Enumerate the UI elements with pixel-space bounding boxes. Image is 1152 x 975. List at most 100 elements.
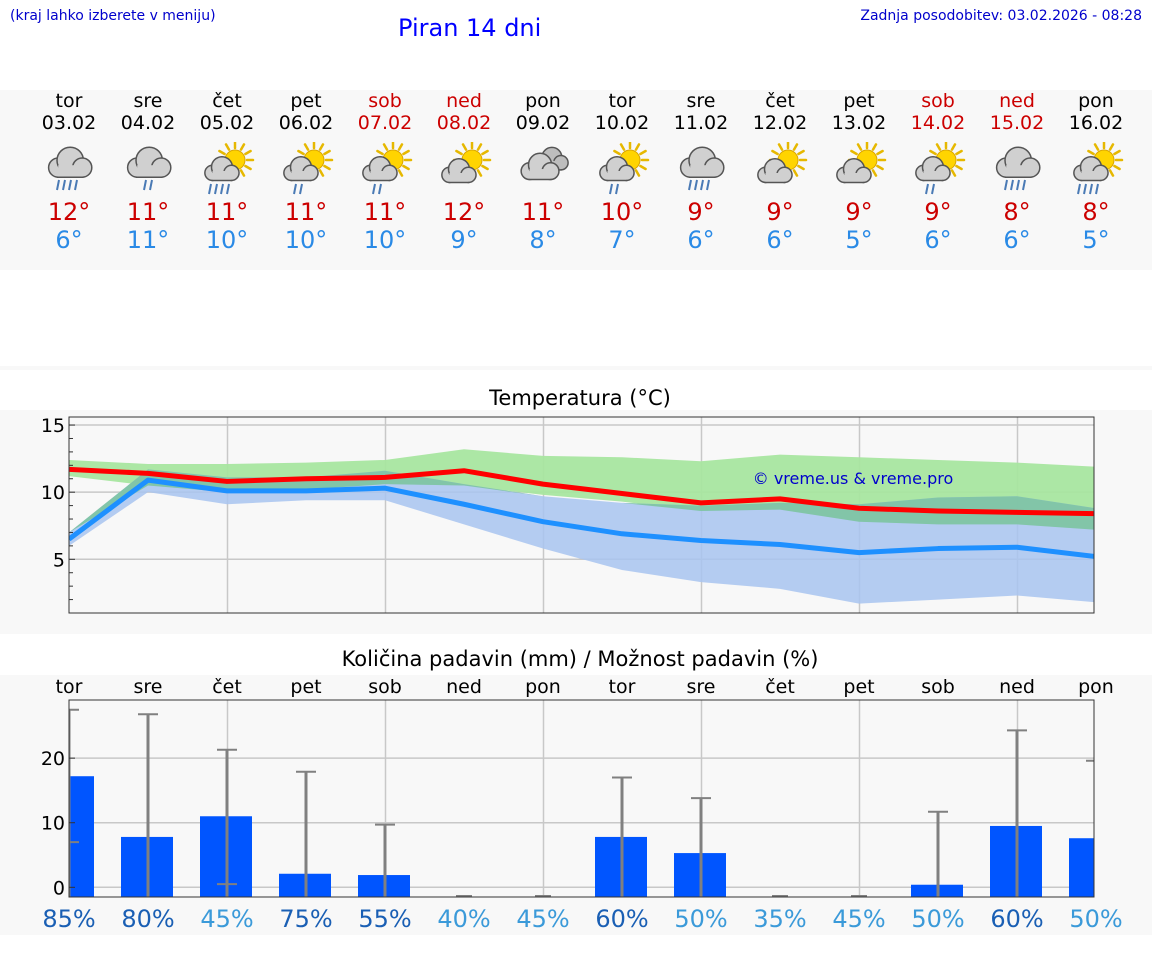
min-temperature-line bbox=[69, 477, 1094, 559]
min-temperature: 7° bbox=[608, 226, 636, 254]
day-column: pet 06.02 11° 10° bbox=[267, 90, 345, 254]
plot-frame bbox=[68, 699, 1095, 898]
min-temperature: 8° bbox=[529, 226, 557, 254]
precip-probability-label: 45% bbox=[200, 905, 253, 933]
precip-probability-label: 50% bbox=[1069, 905, 1122, 933]
min-temperature: 10° bbox=[205, 226, 249, 254]
day-date: 16.02 bbox=[1068, 112, 1124, 134]
day-date: 06.02 bbox=[278, 112, 334, 134]
min-temperature: 10° bbox=[363, 226, 407, 254]
day-date: 07.02 bbox=[357, 112, 413, 134]
day-column: sob 07.02 11° 10° bbox=[346, 90, 424, 254]
precip-probability-label: 75% bbox=[279, 905, 332, 933]
daily-forecast-band bbox=[0, 90, 1152, 270]
max-temperature: 9° bbox=[687, 198, 715, 226]
day-name: sob bbox=[368, 90, 402, 112]
x-category-label: sob bbox=[368, 676, 402, 698]
day-column: pet 13.02 9° 5° bbox=[820, 90, 898, 254]
x-category-label: pon bbox=[525, 676, 561, 698]
max-temperature: 11° bbox=[284, 198, 328, 226]
page-title: Piran 14 dni bbox=[398, 14, 542, 42]
day-column: sre 04.02 11° 11° bbox=[109, 90, 187, 254]
precip-bar bbox=[69, 776, 94, 897]
precip-probability-label: 35% bbox=[753, 905, 806, 933]
day-name: pet bbox=[843, 90, 875, 112]
day-column: pon 16.02 8° 5° bbox=[1057, 90, 1135, 254]
day-column: čet 05.02 11° 10° bbox=[188, 90, 266, 254]
min-temperature: 6° bbox=[55, 226, 83, 254]
day-date: 03.02 bbox=[41, 112, 97, 134]
x-category-label: tor bbox=[609, 676, 636, 698]
day-name: tor bbox=[55, 90, 83, 112]
day-name: pon bbox=[525, 90, 561, 112]
max-temperature-line bbox=[69, 466, 1094, 517]
day-date: 10.02 bbox=[594, 112, 650, 134]
max-temperature: 8° bbox=[1003, 198, 1031, 226]
min-temperature: 6° bbox=[687, 226, 715, 254]
day-column: tor 10.02 10° 7° bbox=[583, 90, 661, 254]
day-name: sre bbox=[133, 90, 163, 112]
day-date: 09.02 bbox=[515, 112, 571, 134]
min-temperature: 5° bbox=[845, 226, 873, 254]
precipitation-chart: tor sre čet pet sob ned pon tor sre čet pet sob ned p… bbox=[41, 676, 1123, 933]
watermark: © vreme.us & vreme.pro bbox=[753, 469, 954, 488]
precip-probability-label: 60% bbox=[990, 905, 1043, 933]
x-category-label: ned bbox=[999, 676, 1035, 698]
day-date: 14.02 bbox=[910, 112, 966, 134]
precip-probability-label: 60% bbox=[595, 905, 648, 933]
max-temperature: 11° bbox=[205, 198, 249, 226]
day-column: tor 03.02 12° 6° bbox=[30, 90, 108, 254]
temperature-chart: 5 10 15 © vreme.us & vreme.pro bbox=[41, 415, 1095, 614]
location-hint[interactable]: (kraj lahko izberete v meniju) bbox=[10, 8, 216, 24]
x-category-label: sre bbox=[687, 676, 716, 698]
precip-probability-label: 85% bbox=[42, 905, 95, 933]
temperature-chart-title: Temperatura (°C) bbox=[489, 386, 671, 410]
day-name: tor bbox=[608, 90, 636, 112]
x-category-label: pet bbox=[290, 676, 321, 698]
x-category-label: čet bbox=[212, 676, 242, 698]
day-date: 13.02 bbox=[831, 112, 887, 134]
x-category-label: pet bbox=[843, 676, 874, 698]
day-name: pet bbox=[290, 90, 322, 112]
day-name: ned bbox=[999, 90, 1035, 112]
day-name: pon bbox=[1078, 90, 1114, 112]
min-temperature: 6° bbox=[766, 226, 794, 254]
max-temperature: 9° bbox=[924, 198, 952, 226]
cloud-light-rain-icon bbox=[126, 146, 172, 191]
overlap-band bbox=[69, 469, 1094, 533]
day-date: 05.02 bbox=[199, 112, 255, 134]
x-category-label: ned bbox=[446, 676, 482, 698]
y-tick-label: 5 bbox=[53, 549, 65, 571]
max-temperature: 11° bbox=[363, 198, 407, 226]
sun-cloud-icon bbox=[441, 142, 492, 184]
x-category-label: tor bbox=[56, 676, 83, 698]
sun-cloud-light-rain-icon bbox=[362, 142, 413, 195]
max-temperature: 10° bbox=[600, 198, 644, 226]
y-tick-label: 0 bbox=[53, 877, 65, 899]
sun-cloud-heavy-rain-icon bbox=[204, 142, 255, 195]
min-temperature: 9° bbox=[450, 226, 478, 254]
sun-cloud-light-rain-icon bbox=[915, 142, 966, 195]
sun-cloud-icon bbox=[757, 142, 808, 184]
precip-probability-label: 80% bbox=[121, 905, 174, 933]
sun-cloud-icon bbox=[836, 142, 887, 184]
min-temperature: 10° bbox=[284, 226, 328, 254]
precip-probability-label: 45% bbox=[832, 905, 885, 933]
y-tick-label: 10 bbox=[41, 813, 65, 835]
day-name: ned bbox=[446, 90, 482, 112]
max-temperature: 8° bbox=[1082, 198, 1110, 226]
plot-frame bbox=[68, 416, 1095, 614]
day-name: sre bbox=[686, 90, 716, 112]
x-category-label: pon bbox=[1078, 676, 1114, 698]
max-temperature: 11° bbox=[521, 198, 565, 226]
precip-probability-label: 55% bbox=[358, 905, 411, 933]
precip-probability-label: 40% bbox=[437, 905, 490, 933]
day-name: čet bbox=[765, 90, 795, 112]
min-temperature: 6° bbox=[1003, 226, 1031, 254]
precipitation-chart-title: Količina padavin (mm) / Možnost padavin … bbox=[341, 647, 819, 671]
day-date: 04.02 bbox=[120, 112, 176, 134]
cloudy-icon bbox=[520, 146, 569, 181]
day-date: 11.02 bbox=[673, 112, 729, 134]
max-temperature: 12° bbox=[442, 198, 486, 226]
day-date: 08.02 bbox=[436, 112, 492, 134]
